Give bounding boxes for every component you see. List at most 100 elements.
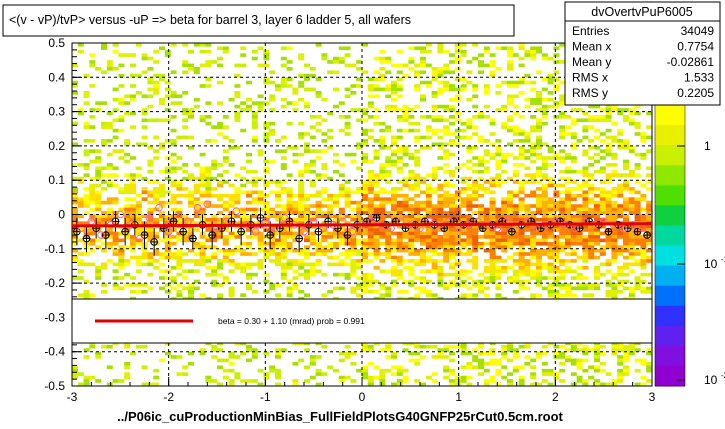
heatmap-cell	[164, 139, 171, 143]
heatmap-cell	[304, 269, 310, 274]
heatmap-cell	[240, 53, 247, 57]
heatmap-cell	[396, 241, 403, 246]
heatmap-cell	[472, 235, 479, 239]
heatmap-cell	[605, 245, 612, 249]
profile-point-pink	[135, 234, 144, 243]
heatmap-cell	[518, 379, 525, 383]
heatmap-cell	[304, 73, 310, 78]
heatmap-cell	[217, 197, 223, 201]
heatmap-cell	[623, 142, 629, 147]
heatmap-cell	[199, 241, 206, 246]
heatmap-cell	[338, 358, 345, 363]
heatmap-cell	[623, 272, 629, 277]
heatmap-cell	[443, 368, 450, 373]
heatmap-cell	[483, 207, 490, 212]
heatmap-cell	[408, 121, 415, 126]
heatmap-cell	[460, 379, 467, 383]
heatmap-cell	[559, 344, 566, 349]
heatmap-cell	[333, 87, 339, 92]
heatmap-cell	[379, 77, 386, 81]
heatmap-cell	[518, 375, 525, 380]
heatmap-cell	[582, 241, 589, 246]
heatmap-cell	[153, 231, 160, 236]
heatmap-cell	[623, 372, 629, 376]
heatmap-cell	[188, 238, 194, 243]
heatmap-cell	[373, 87, 380, 92]
heatmap-cell	[251, 176, 258, 181]
heatmap-cell	[77, 108, 84, 112]
y-tick-label: 0.2	[48, 139, 65, 153]
heatmap-cell	[321, 53, 328, 57]
heatmap-cell	[420, 269, 426, 274]
heatmap-cell	[495, 67, 502, 71]
heatmap-cell	[547, 149, 554, 153]
heatmap-cell	[460, 283, 467, 287]
heatmap-cell	[176, 238, 183, 243]
heatmap-cell	[333, 204, 339, 208]
heatmap-cell	[512, 217, 519, 222]
heatmap-cell	[333, 197, 339, 201]
heatmap-cell	[414, 159, 421, 164]
heatmap-cell	[367, 289, 374, 294]
heatmap-cell	[159, 255, 165, 260]
heatmap-cell	[437, 241, 444, 246]
heatmap-cell	[547, 231, 554, 236]
heatmap-cell	[414, 183, 421, 188]
heatmap-cell	[559, 111, 566, 116]
heatmap-cell	[373, 221, 380, 225]
heatmap-cell	[280, 190, 287, 195]
heatmap-cell	[414, 176, 421, 181]
heatmap-cell	[356, 166, 363, 171]
heatmap-cell	[101, 173, 107, 177]
heatmap-cell	[251, 379, 258, 383]
heatmap-cell	[518, 365, 525, 370]
heatmap-cell	[478, 63, 484, 68]
heatmap-cell	[164, 221, 171, 225]
heatmap-cell	[246, 214, 252, 219]
heatmap-cell	[617, 289, 624, 294]
heatmap-cell	[483, 351, 490, 356]
heatmap-cell	[617, 361, 624, 366]
heatmap-cell	[559, 361, 566, 366]
heatmap-cell	[315, 190, 322, 195]
heatmap-cell	[396, 368, 403, 373]
heatmap-cell	[153, 235, 160, 239]
heatmap-cell	[124, 173, 131, 177]
heatmap-cell	[286, 145, 293, 150]
heatmap-cell	[367, 104, 374, 109]
heatmap-cell	[588, 190, 595, 195]
heatmap-cell	[257, 46, 264, 51]
heatmap-cell	[449, 183, 455, 188]
heatmap-cell	[362, 118, 368, 123]
heatmap-cell	[95, 221, 102, 225]
heatmap-cell	[541, 207, 548, 212]
heatmap-cell	[338, 115, 345, 119]
heatmap-cell	[530, 217, 537, 222]
heatmap-cell	[72, 176, 78, 181]
heatmap-cell	[124, 344, 131, 349]
heatmap-cell	[367, 94, 374, 99]
heatmap-cell	[541, 197, 548, 201]
heatmap-cell	[588, 228, 595, 232]
heatmap-cell	[176, 183, 183, 188]
heatmap-cell	[576, 193, 583, 198]
heatmap-cell	[565, 238, 571, 243]
heatmap-cell	[507, 379, 513, 383]
heatmap-cell	[130, 94, 136, 99]
heatmap-cell	[286, 235, 293, 239]
heatmap-cell	[217, 293, 223, 298]
heatmap-cell	[292, 262, 299, 267]
heatmap-cell	[518, 183, 525, 188]
heatmap-cell	[483, 241, 490, 246]
heatmap-cell	[425, 289, 432, 294]
heatmap-cell	[188, 361, 194, 366]
heatmap-cell	[547, 163, 554, 167]
heatmap-cell	[269, 190, 276, 195]
heatmap-cell	[582, 214, 589, 219]
heatmap-cell	[524, 166, 531, 171]
heatmap-cell	[379, 214, 386, 219]
heatmap-cell	[628, 348, 635, 352]
heatmap-cell	[530, 193, 537, 198]
heatmap-cell	[327, 245, 334, 249]
heatmap-cell	[182, 125, 189, 129]
